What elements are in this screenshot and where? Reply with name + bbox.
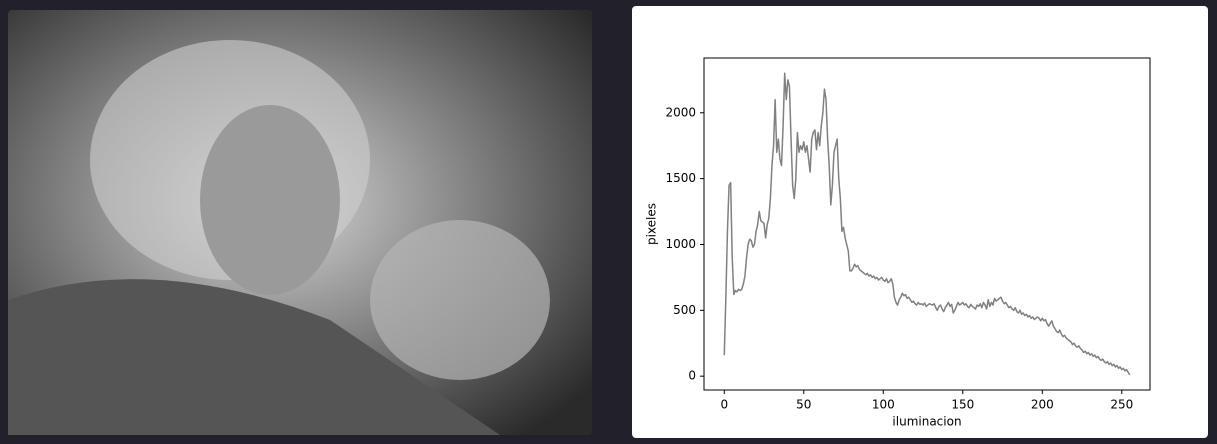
y-tick-label: 2000 xyxy=(665,105,696,119)
data-line xyxy=(723,72,1131,376)
photo xyxy=(8,10,592,435)
x-tick-label: 0 xyxy=(720,398,728,412)
x-tick-label: 50 xyxy=(796,398,811,412)
x-axis-label: iluminacion xyxy=(892,415,961,429)
x-tick-label: 100 xyxy=(872,398,895,412)
x-tick-label: 200 xyxy=(1031,398,1054,412)
y-tick-label: 1500 xyxy=(665,171,696,185)
plot-frame xyxy=(703,57,1151,391)
y-tick-label: 0 xyxy=(688,369,696,383)
y-axis-label: pixeles xyxy=(645,203,659,245)
x-tick-label: 250 xyxy=(1110,398,1133,412)
y-tick-label: 500 xyxy=(673,303,696,317)
x-tick-label: 150 xyxy=(951,398,974,412)
y-tick-label: 1000 xyxy=(665,237,696,251)
chart-card xyxy=(632,6,1208,438)
